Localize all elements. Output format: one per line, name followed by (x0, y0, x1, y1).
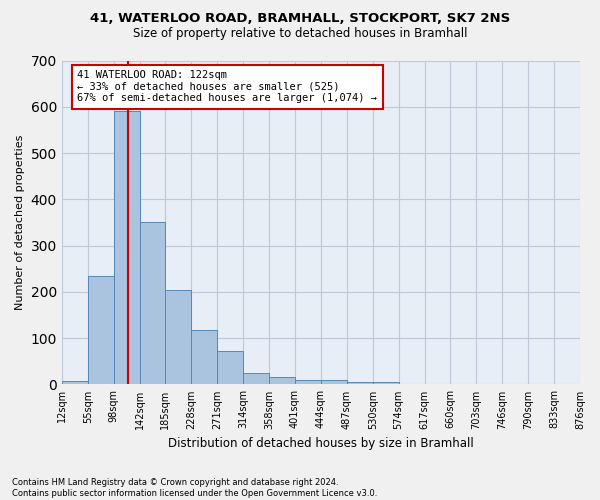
Bar (347, 382, 373, 384)
X-axis label: Distribution of detached houses by size in Bramhall: Distribution of detached houses by size … (168, 437, 474, 450)
Bar (243, 373, 269, 384)
Bar (295, 380, 321, 384)
Y-axis label: Number of detached properties: Number of detached properties (15, 135, 25, 310)
Bar (113, 112, 140, 384)
Bar (269, 378, 295, 384)
Bar (140, 222, 166, 384)
Bar (191, 330, 217, 384)
Bar (373, 382, 398, 384)
Bar (166, 290, 191, 384)
Bar (217, 350, 243, 384)
Text: 41 WATERLOO ROAD: 122sqm
← 33% of detached houses are smaller (525)
67% of semi-: 41 WATERLOO ROAD: 122sqm ← 33% of detach… (77, 70, 377, 103)
Bar (62, 380, 88, 384)
Bar (88, 276, 113, 384)
Text: 41, WATERLOO ROAD, BRAMHALL, STOCKPORT, SK7 2NS: 41, WATERLOO ROAD, BRAMHALL, STOCKPORT, … (90, 12, 510, 26)
Text: Contains HM Land Registry data © Crown copyright and database right 2024.
Contai: Contains HM Land Registry data © Crown c… (12, 478, 377, 498)
Bar (321, 380, 347, 384)
Text: Size of property relative to detached houses in Bramhall: Size of property relative to detached ho… (133, 28, 467, 40)
